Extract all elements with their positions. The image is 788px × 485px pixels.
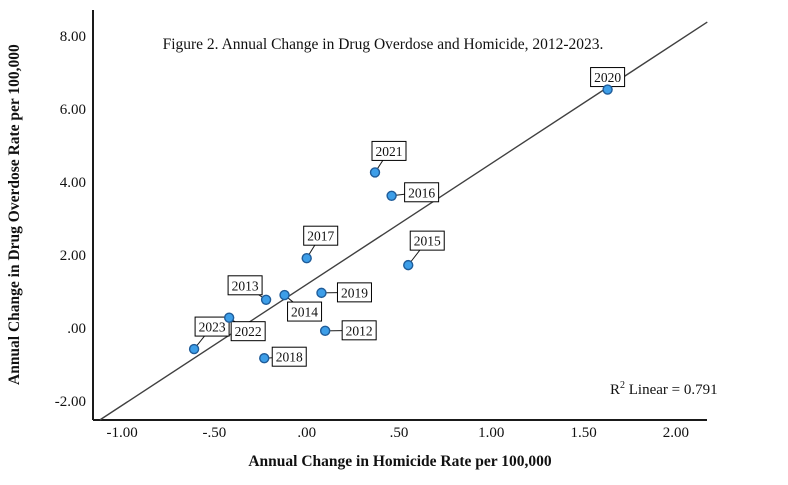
x-tick-label: .50: [389, 425, 409, 441]
point-label-box-2016: [404, 182, 440, 203]
x-tick-label: -.50: [202, 425, 227, 441]
data-point-2023: [188, 343, 200, 355]
point-label-box-2021: [371, 140, 407, 161]
point-label-box-2022: [230, 321, 266, 342]
r-squared-exponent: 2: [620, 380, 626, 391]
point-label-2022: 2022: [235, 324, 262, 339]
data-point-2022: [223, 312, 235, 323]
data-point-2015: [403, 259, 414, 271]
data-point-2014: [279, 289, 290, 301]
point-label-box-2023: [194, 316, 230, 337]
point-label-box-2012: [341, 320, 377, 341]
y-tick-label: 4.00: [59, 175, 86, 191]
point-label-2018: 2018: [276, 350, 303, 365]
point-label-2015: 2015: [414, 234, 441, 249]
x-tick-label: 2.00: [662, 425, 690, 441]
x-tick-label: .00: [297, 425, 317, 441]
x-tick-label: 1.00: [478, 425, 505, 441]
point-label-box-2019: [336, 282, 372, 303]
y-tick-label: 8.00: [59, 29, 86, 45]
data-point-2018: [259, 353, 270, 364]
data-point-2017: [301, 252, 312, 264]
point-label-2012: 2012: [346, 323, 373, 338]
plot-area: 2012 2013 2014 2015 2016 2017 2018 2019 2020 2021…: [92, 10, 708, 421]
data-point-2013: [260, 294, 272, 305]
x-tick-label: 1.50: [570, 425, 597, 441]
y-tick-label: -2.00: [54, 394, 86, 410]
data-point-2020: [602, 84, 613, 95]
r-squared-value-text: Linear = 0.791: [625, 382, 718, 398]
y-tick-label: 6.00: [59, 102, 86, 118]
point-label-box-2017: [303, 225, 339, 246]
chart-title: Figure 2. Annual Change in Drug Overdose…: [162, 36, 604, 53]
r-squared-annotation: R2 Linear = 0.791: [610, 380, 750, 399]
point-label-2021: 2021: [376, 144, 403, 159]
x-axis-title: Annual Change in Homicide Rate per 100,0…: [248, 453, 552, 470]
point-label-box-2015: [409, 230, 445, 251]
point-label-2019: 2019: [341, 285, 368, 300]
point-label-box-2014: [287, 301, 323, 322]
point-label-2014: 2014: [291, 305, 318, 320]
data-point-2016: [386, 190, 397, 201]
r-squared-prefix: R: [610, 382, 621, 398]
point-label-2017: 2017: [307, 229, 334, 244]
point-label-2016: 2016: [408, 185, 435, 200]
y-tick-label: .00: [67, 321, 86, 337]
point-label-2020: 2020: [594, 70, 621, 85]
y-tick-label: 2.00: [59, 248, 86, 264]
point-label-2013: 2013: [232, 278, 259, 293]
y-axis-title: Annual Change in Drug Overdose Rate per …: [6, 44, 23, 386]
data-point-2019: [316, 287, 327, 299]
point-label-2023: 2023: [199, 320, 226, 335]
x-tick-label: -1.00: [106, 425, 138, 441]
data-point-2021: [369, 167, 381, 178]
data-point-2012: [319, 325, 331, 337]
point-label-box-2013: [227, 275, 263, 296]
point-label-box-2018: [271, 346, 307, 367]
